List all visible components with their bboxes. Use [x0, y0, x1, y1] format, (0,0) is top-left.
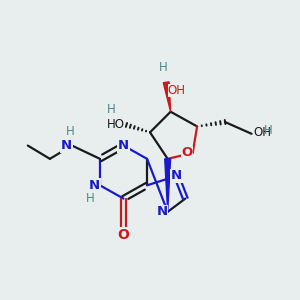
- Text: O: O: [118, 228, 129, 242]
- Text: O: O: [182, 146, 193, 159]
- Text: OH: OH: [168, 84, 186, 97]
- Polygon shape: [165, 159, 171, 212]
- Text: H: H: [107, 103, 116, 116]
- Text: H: H: [86, 192, 95, 205]
- Text: H: H: [263, 124, 272, 137]
- Text: N: N: [157, 205, 168, 218]
- Text: H: H: [66, 125, 75, 138]
- Text: N: N: [61, 139, 72, 152]
- Text: HO: HO: [107, 118, 125, 131]
- Text: N: N: [89, 179, 100, 192]
- Text: N: N: [171, 169, 182, 182]
- Text: N: N: [118, 139, 129, 152]
- Text: H: H: [159, 61, 168, 74]
- Polygon shape: [163, 82, 171, 112]
- Text: OH: OH: [253, 126, 271, 139]
